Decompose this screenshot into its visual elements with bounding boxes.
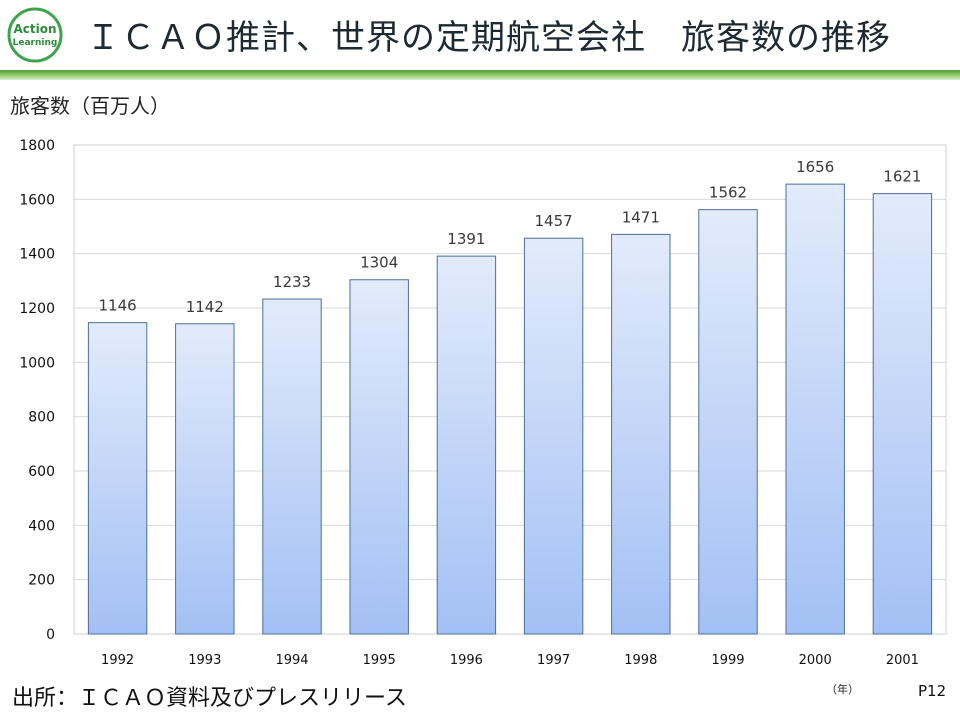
y-tick-label: 1000 — [19, 355, 55, 371]
y-tick-label: 600 — [28, 464, 55, 480]
x-tick-labels: 1992 1993 1994 1995 1996 1997 1998 1999 2000 2001 — [101, 653, 919, 668]
y-tick-label: 400 — [28, 518, 55, 534]
logo-line-1: Action — [13, 22, 56, 36]
y-tick-label: 1400 — [19, 247, 55, 263]
y-tick-label: 1800 — [19, 138, 55, 154]
data-label: 1471 — [622, 208, 660, 226]
x-tick-label: 1994 — [275, 653, 308, 668]
x-axis-unit: （年） — [826, 683, 859, 696]
y-tick-labels: 0 200 400 600 800 1000 1200 1400 1600 1800 — [19, 138, 55, 643]
bar-2000 — [785, 183, 845, 635]
data-label: 1304 — [360, 254, 398, 272]
action-learning-logo: Action Learning — [7, 7, 63, 63]
title-underline — [0, 70, 960, 80]
x-tick-label: 1993 — [188, 653, 221, 668]
source-note: 出所：ＩＣＡＯ資料及びプレスリリース — [12, 686, 407, 711]
bar-1999 — [698, 209, 758, 635]
bar-1994 — [262, 298, 322, 635]
page-number: P12 — [918, 682, 947, 700]
bar-2001 — [872, 193, 933, 635]
data-label: 1621 — [883, 168, 921, 186]
y-axis-title: 旅客数（百万人） — [10, 94, 170, 118]
data-label: 1457 — [535, 212, 573, 230]
x-tick-label: 1999 — [711, 653, 744, 668]
data-labels: 1146 1142 1233 1304 1391 1457 1471 1562 1656 1621 — [99, 158, 922, 316]
data-label: 1233 — [273, 273, 311, 291]
bar-1998 — [611, 233, 671, 635]
y-tick-label: 0 — [46, 627, 55, 643]
bar-1997 — [523, 237, 584, 635]
data-label: 1656 — [796, 158, 834, 176]
data-label: 1146 — [99, 297, 137, 315]
x-tick-label: 2001 — [886, 653, 919, 668]
data-label: 1562 — [709, 184, 747, 202]
x-tick-label: 1996 — [450, 653, 483, 668]
y-tick-label: 200 — [28, 573, 55, 589]
x-tick-label: 1995 — [363, 653, 396, 668]
bar-1995 — [349, 279, 409, 635]
data-label: 1391 — [447, 230, 485, 248]
y-tick-label: 1200 — [19, 301, 55, 317]
x-tick-label: 1997 — [537, 653, 570, 668]
x-tick-label: 1998 — [624, 653, 657, 668]
bar-1993 — [175, 323, 235, 635]
y-tick-label: 1600 — [19, 192, 55, 208]
logo-line-2: Learning — [13, 38, 58, 48]
x-tick-label: 2000 — [799, 653, 832, 668]
x-tick-label: 1992 — [101, 653, 134, 668]
bar-1996 — [436, 255, 497, 635]
y-tick-label: 800 — [28, 410, 55, 426]
slide-title: ＩＣＡＯ推計、世界の定期航空会社 旅客数の推移 — [86, 18, 891, 58]
bars — [87, 183, 933, 635]
plot-area-frame — [73, 144, 947, 635]
data-label: 1142 — [186, 298, 224, 316]
bar-1992 — [87, 322, 148, 635]
